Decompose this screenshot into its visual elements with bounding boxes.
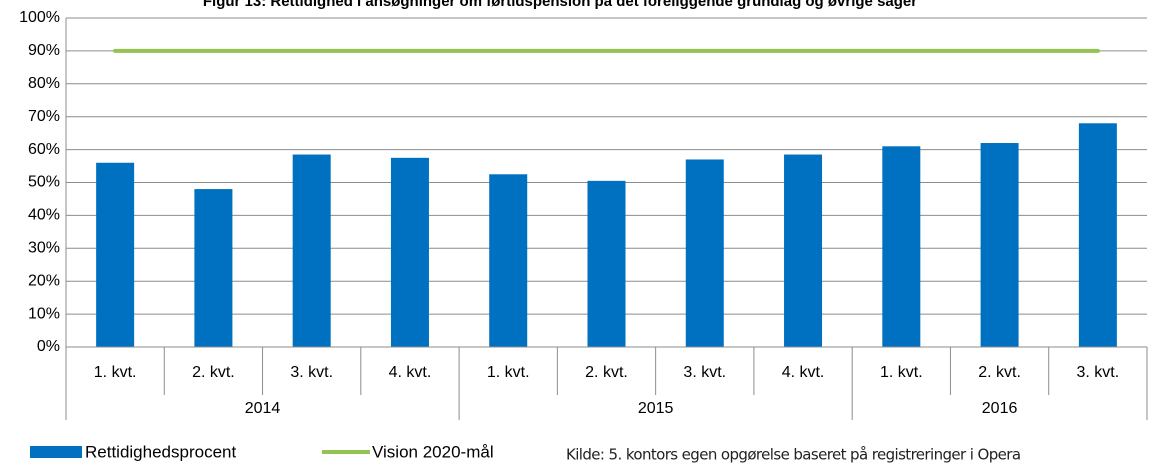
bar — [1078, 123, 1117, 347]
x-tick-label: 2. kvt. — [192, 364, 235, 381]
y-tick-label: 60% — [28, 141, 60, 158]
y-tick-label: 80% — [28, 75, 60, 92]
y-tick-label: 10% — [28, 305, 60, 322]
x-tick-label: 1. kvt. — [94, 364, 137, 381]
x-tick-label: 3. kvt. — [683, 364, 726, 381]
x-tick-label: 4. kvt. — [782, 364, 825, 381]
group-label: 2016 — [982, 400, 1018, 417]
bar — [96, 162, 135, 347]
x-tick-label: 1. kvt. — [880, 364, 923, 381]
bar — [489, 174, 528, 347]
y-tick-label: 50% — [28, 174, 60, 191]
source-note: Kilde: 5. kontors egen opgørelse baseret… — [566, 446, 1020, 464]
x-tick-label: 3. kvt. — [1077, 364, 1120, 381]
bar — [390, 157, 429, 347]
chart-title: Figur 13: Rettidighed i ansøgninger om f… — [203, 0, 917, 10]
x-tick-label: 2. kvt. — [978, 364, 1021, 381]
y-tick-label: 40% — [28, 207, 60, 224]
y-tick-label: 20% — [28, 272, 60, 289]
x-tick-label: 4. kvt. — [389, 364, 432, 381]
legend-label: Vision 2020-mål — [372, 442, 494, 461]
bar — [587, 180, 626, 347]
y-tick-label: 90% — [28, 42, 60, 59]
y-tick-label: 30% — [28, 240, 60, 257]
group-label: 2015 — [638, 400, 674, 417]
bar — [194, 189, 233, 347]
y-tick-label: 100% — [19, 9, 60, 26]
bar — [882, 146, 921, 347]
x-tick-label: 3. kvt. — [290, 364, 333, 381]
y-tick-label: 0% — [37, 338, 60, 355]
bar — [685, 159, 724, 347]
bar — [784, 154, 823, 347]
group-label: 2014 — [245, 400, 281, 417]
x-tick-label: 1. kvt. — [487, 364, 530, 381]
y-tick-label: 70% — [28, 108, 60, 125]
legend-swatch — [30, 446, 82, 458]
x-tick-label: 2. kvt. — [585, 364, 628, 381]
bar — [980, 143, 1019, 347]
bar — [292, 154, 331, 347]
legend-label: Rettidighedsprocent — [85, 442, 236, 461]
